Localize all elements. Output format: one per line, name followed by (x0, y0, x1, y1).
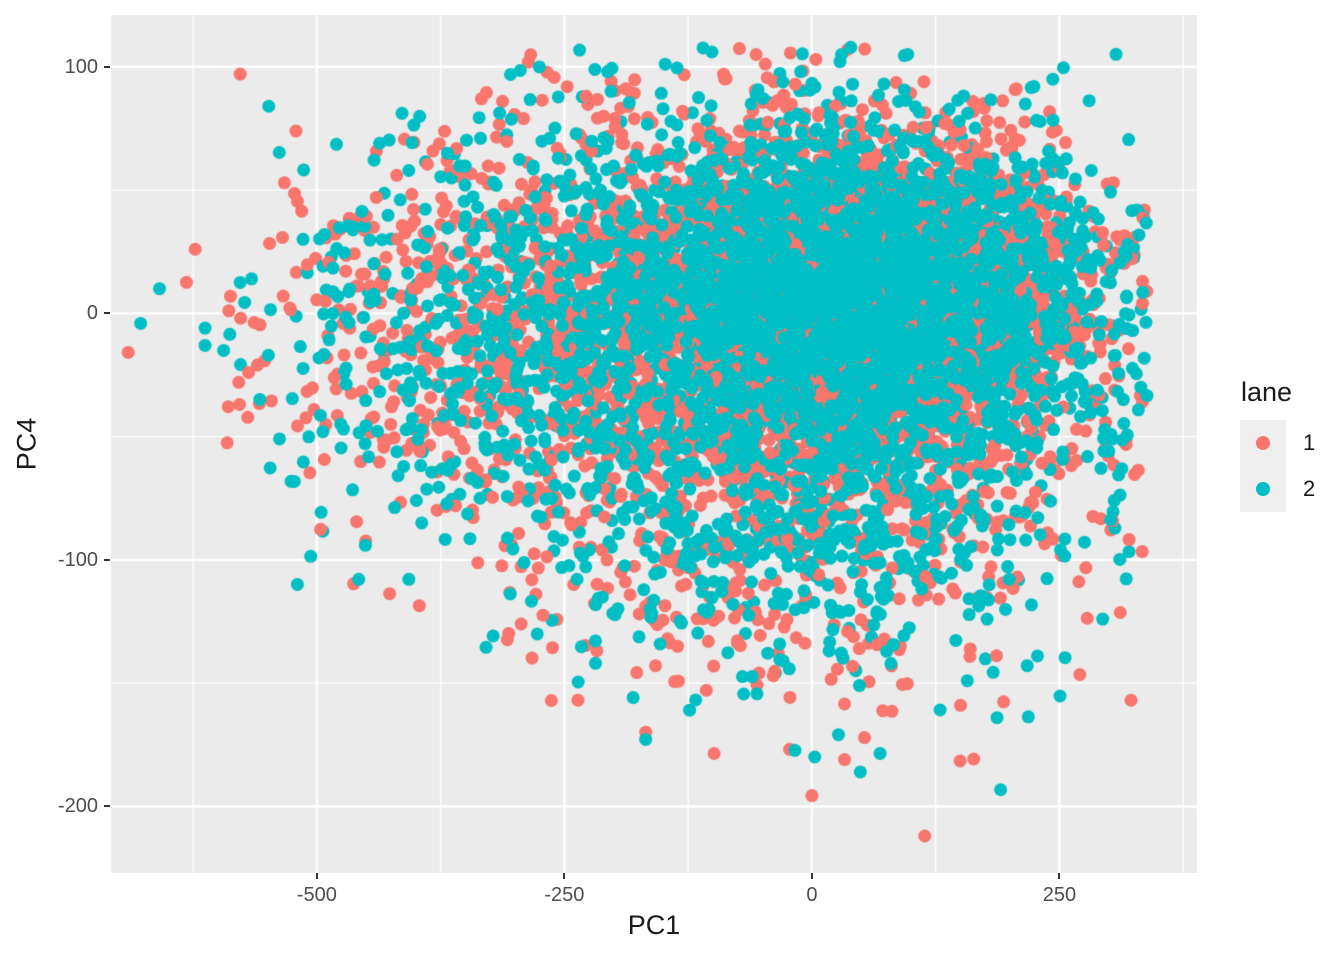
legend-item-lane-2: 2 (1240, 466, 1315, 512)
lane-2-point-icon (1256, 482, 1270, 496)
x-tick-mark (810, 873, 813, 879)
x-axis-title: PC1 (627, 910, 681, 940)
y-tick-mark (104, 312, 110, 315)
x-tick-label: -500 (296, 884, 337, 906)
legend-key-lane-2 (1240, 466, 1286, 512)
legend-item-lane-1: 1 (1240, 420, 1315, 466)
x-tick-mark (315, 873, 318, 879)
legend-label-lane-1: 1 (1303, 430, 1316, 455)
x-tick-mark (1058, 873, 1061, 879)
legend-title: lane (1241, 377, 1293, 407)
x-tick-label: 250 (1042, 884, 1077, 906)
y-tick-label: -100 (57, 548, 98, 571)
lane-1-point-icon (1256, 436, 1270, 450)
x-tick-label: -250 (544, 884, 585, 906)
y-axis-title: PC4 (11, 417, 42, 471)
plot-panel-canvas (111, 15, 1197, 873)
legend-label-lane-2: 2 (1303, 476, 1316, 501)
y-tick-label: -200 (57, 795, 98, 818)
x-tick-mark (563, 873, 566, 879)
legend: lane 1 2 (1240, 376, 1315, 512)
y-tick-mark (104, 558, 110, 561)
y-tick-mark (104, 805, 110, 808)
y-tick-label: 0 (86, 302, 98, 325)
x-tick-label: 0 (806, 884, 818, 906)
y-tick-mark (104, 65, 110, 68)
legend-key-lane-1 (1240, 420, 1286, 466)
y-tick-label: 100 (64, 55, 98, 78)
